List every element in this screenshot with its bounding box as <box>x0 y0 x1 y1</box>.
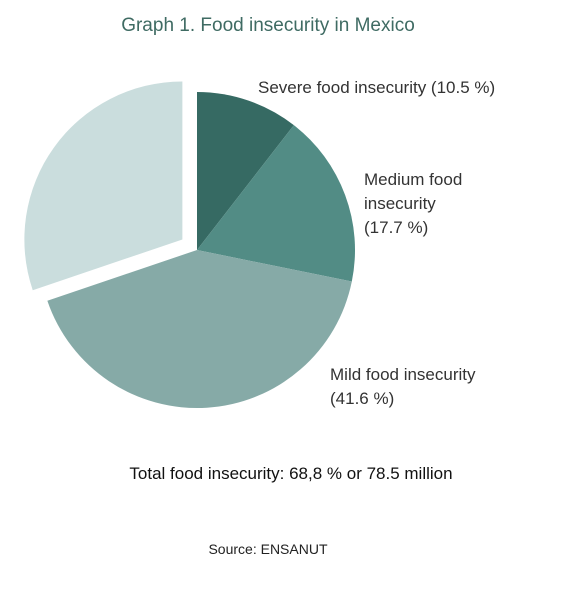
slice-severe <box>197 92 294 250</box>
label-medium-food-insecurity: Medium food insecurity (17.7 %) <box>364 168 494 240</box>
label-severe-line-1: Severe food insecurity (10.5 %) <box>258 78 496 97</box>
slice-mild <box>47 250 352 408</box>
label-mild-food-insecurity: Mild food insecurity (41.6 %) <box>330 363 476 411</box>
label-medium-line-3: (17.7 %) <box>364 218 429 237</box>
slice-medium <box>197 125 355 282</box>
source-note: Source: ENSANUT <box>208 541 328 557</box>
slice-food-secure <box>24 81 183 291</box>
total-food-insecurity-note: Total food insecurity: 68,8 % or 78.5 mi… <box>129 464 453 483</box>
chart-title: Graph 1. Food insecurity in Mexico <box>121 15 415 36</box>
label-mild-line-2: (41.6 %) <box>330 389 395 408</box>
label-mild-line-1: Mild food insecurity <box>330 365 476 384</box>
label-severe-food-insecurity: Severe food insecurity (10.5 %) <box>258 76 495 100</box>
label-medium-line-2: insecurity <box>364 194 436 213</box>
label-medium-line-1: Medium food <box>364 170 463 189</box>
